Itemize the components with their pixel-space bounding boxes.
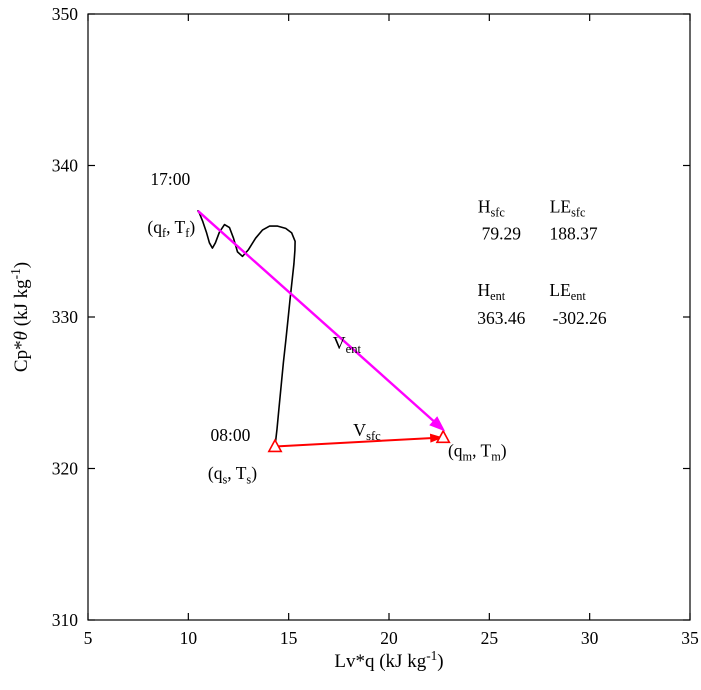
diurnal-trajectory xyxy=(197,210,296,448)
y-tick-label: 340 xyxy=(52,156,79,176)
le-sfc-header: LEsfc xyxy=(550,196,586,219)
x-tick-label: 15 xyxy=(280,628,298,648)
qs-ts-label: (qs, Ts) xyxy=(208,463,257,486)
le-ent-value: -302.26 xyxy=(553,308,607,328)
h-sfc-header: Hsfc xyxy=(478,196,506,219)
h-ent-value: 363.46 xyxy=(477,308,525,328)
v-ent-arrow-head xyxy=(429,416,446,432)
time-label-1700: 17:00 xyxy=(150,169,190,189)
y-tick-label: 320 xyxy=(52,459,79,479)
x-axis-label: Lv*q (kJ kg-1) xyxy=(334,648,443,672)
y-tick-label: 330 xyxy=(52,307,79,327)
triangle-marker xyxy=(267,438,283,453)
x-tick-label: 35 xyxy=(681,628,699,648)
le-sfc-value: 188.37 xyxy=(550,224,598,244)
v-sfc-arrow-head xyxy=(429,433,444,443)
x-tick-label: 5 xyxy=(84,628,93,648)
triangle-marker xyxy=(435,429,451,444)
qm-tm-label: (qm, Tm) xyxy=(448,440,507,463)
y-tick-label: 310 xyxy=(52,610,79,630)
time-label-0800: 08:00 xyxy=(211,425,251,445)
v-ent-arrow-shaft xyxy=(197,210,439,426)
x-tick-label: 20 xyxy=(380,628,398,648)
h-ent-header: Hent xyxy=(478,280,506,303)
h-sfc-value: 79.29 xyxy=(482,224,522,244)
y-tick-label: 350 xyxy=(52,4,79,24)
v-sfc-arrow-shaft xyxy=(274,436,436,448)
le-ent-header: LEent xyxy=(549,280,586,303)
v-ent-arrow-label: Vent xyxy=(333,333,362,356)
x-tick-label: 25 xyxy=(481,628,499,648)
x-tick-label: 30 xyxy=(581,628,599,648)
x-tick-label: 10 xyxy=(180,628,198,648)
v-sfc-arrow-label: Vsfc xyxy=(353,420,381,443)
qf-tf-label: (qf, Tf) xyxy=(147,217,195,240)
y-axis-label: Cp*θ (kJ kg-1) xyxy=(8,262,32,372)
